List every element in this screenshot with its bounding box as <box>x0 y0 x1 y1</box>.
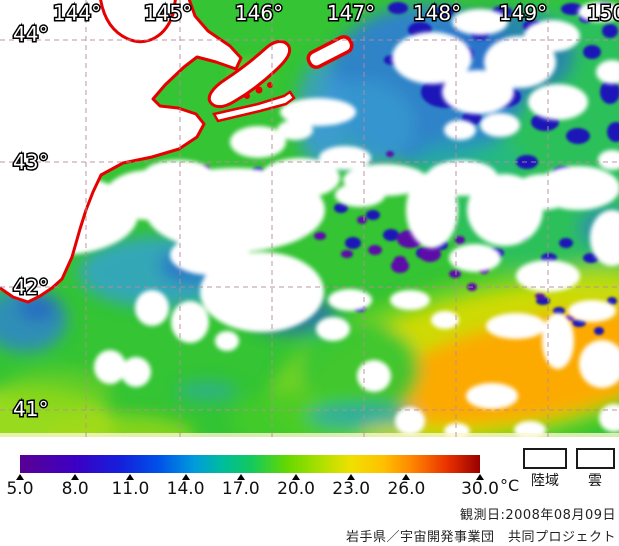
observation-date: 観測日:2008年08月09日 <box>459 508 616 523</box>
map-bottom-strip <box>0 433 619 437</box>
colorbar-tick-label: 26.0 <box>387 479 426 499</box>
coastline <box>0 0 243 304</box>
colorbar-tick-label: 23.0 <box>332 479 371 499</box>
colorbar-unit-label: °C <box>500 476 520 495</box>
lon-label: 149° <box>499 1 547 25</box>
lat-label: 44° <box>13 22 48 46</box>
colorbar-tick-label: 20.0 <box>277 479 315 499</box>
colorbar-tick <box>71 474 80 480</box>
lat-label: 42° <box>13 275 48 299</box>
lon-label: 145° <box>144 1 192 25</box>
graticule <box>0 0 619 437</box>
colorbar-tick <box>181 474 190 480</box>
colorbar-tick-label: 14.0 <box>166 479 205 499</box>
colorbar-tick-label: 17.0 <box>221 479 260 499</box>
nemuro-peninsula <box>212 90 296 123</box>
sst-map: 144° 145° 146° 147° 148° 149° 150° 44° 43° 42° 41° <box>0 0 619 437</box>
colorbar-tick <box>292 474 300 480</box>
lon-label: 148° <box>413 1 461 25</box>
colorbar-tick <box>347 474 356 480</box>
land-mass <box>0 0 354 304</box>
legend-label-cloud: 雲 <box>588 473 602 489</box>
colorbar-tick-label: 8.0 <box>61 479 89 499</box>
island-kunashiri <box>207 39 292 109</box>
colorbar-tick <box>16 474 24 480</box>
credit-line: 岩手県／宇宙開発事業団 共同プロジェクト <box>345 530 616 545</box>
colorbar-tick-label: 5.0 <box>6 479 34 499</box>
map-area: 144° 145° 146° 147° 148° 149° 150° 44° 43° 42° 41° <box>0 0 619 437</box>
colorbar-tick-label: 11.0 <box>111 479 150 499</box>
temperature-colorbar <box>20 455 480 473</box>
colorbar-tick <box>402 474 411 480</box>
lon-label: 146° <box>235 1 283 25</box>
lat-label: 41° <box>13 397 48 421</box>
hokkaido-land <box>0 0 241 302</box>
coastline-bay <box>99 0 177 44</box>
legend-swatch-cloud <box>576 448 615 469</box>
colorbar-tick-label: 30.0 <box>461 479 499 499</box>
legend-label-land: 陸域 <box>531 473 559 489</box>
cloud-cover <box>0 2 619 437</box>
colorbar-tick <box>236 474 245 480</box>
lon-label: 147° <box>327 1 375 25</box>
lon-label: 144° <box>53 1 101 25</box>
island-shikotan <box>306 35 354 69</box>
colorbar-tick <box>476 474 484 480</box>
lon-label: 150° <box>587 1 619 25</box>
coordinate-labels: 144° 145° 146° 147° 148° 149° 150° 44° 43° 42° 41° <box>12 0 619 423</box>
colorbar-tick <box>126 474 135 480</box>
lat-label: 43° <box>13 150 48 174</box>
legend-swatch-land <box>523 448 567 469</box>
